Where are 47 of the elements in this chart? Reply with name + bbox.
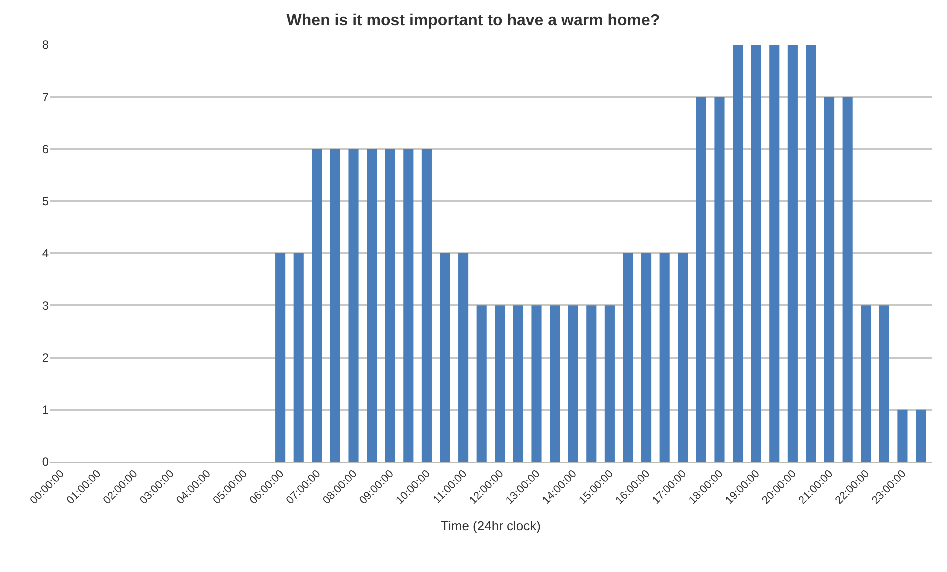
bar [714,97,725,462]
bar [586,306,597,462]
bar [842,97,853,462]
bar [604,306,615,462]
bar [404,149,414,462]
chart-title: When is it most important to have a warm home? [286,12,660,30]
y-tick-label: 0 [42,455,50,470]
bar [916,410,926,462]
bar [458,254,469,462]
y-tick-label: 5 [42,194,50,209]
y-tick-label: 4 [42,246,50,261]
y-tick-label: 7 [42,90,50,104]
bar [276,254,286,462]
bar [532,306,542,462]
bar [678,254,688,462]
bar [806,45,816,462]
bar [476,306,487,462]
bar [824,97,835,462]
bar [385,149,396,462]
y-tick-label: 2 [42,350,50,365]
bar [770,45,780,462]
bar [513,306,524,462]
bar [294,254,304,462]
bar [330,149,340,462]
bar [623,254,634,462]
bar [312,149,322,462]
y-tick-label: 8 [42,38,50,52]
bar [440,254,450,462]
bar [879,306,890,462]
y-tick-label: 3 [42,298,50,313]
bar [660,254,670,462]
bar [696,97,706,462]
bar [788,45,798,462]
bar [751,45,762,462]
bar [348,149,359,462]
bar [367,149,378,462]
bar [422,149,432,462]
bar [898,410,908,462]
bar [733,45,744,462]
bar [568,306,578,462]
y-tick-label: 6 [42,142,50,156]
bar [550,306,560,462]
bar [642,254,652,462]
x-axis-title: Time (24hr clock) [441,518,541,534]
bar [495,306,506,462]
y-tick-label: 1 [42,403,50,418]
bar [861,306,872,462]
